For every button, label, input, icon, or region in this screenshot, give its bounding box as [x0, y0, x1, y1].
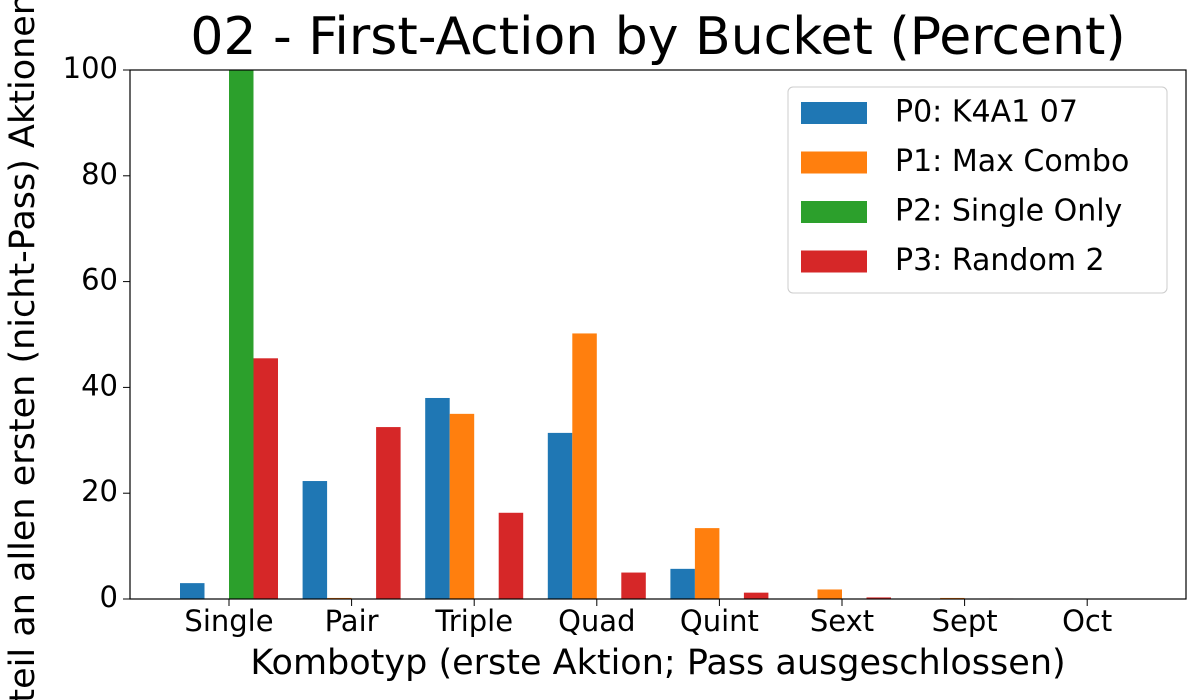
legend-label: P3: Random 2: [895, 243, 1105, 278]
x-tick-label: Pair: [325, 604, 379, 638]
bar: [302, 481, 328, 599]
bar: [817, 589, 842, 599]
legend-label: P0: K4A1 07: [895, 95, 1078, 130]
legend-label: P1: Max Combo: [895, 144, 1129, 179]
bar: [229, 70, 254, 599]
legend-swatch: [801, 151, 867, 174]
bar: [425, 397, 450, 599]
y-tick-label: 80: [81, 157, 118, 191]
bar: [670, 568, 695, 599]
y-tick-label: 20: [81, 474, 118, 508]
y-tick-label: 0: [100, 580, 118, 614]
bar: [866, 597, 891, 599]
legend-label: P2: Single Only: [895, 194, 1122, 229]
bar: [498, 512, 524, 599]
bar: [180, 583, 205, 599]
x-tick-label: Single: [184, 604, 273, 638]
x-tick-label: Quad: [558, 604, 635, 638]
bar: [743, 592, 769, 599]
bar: [572, 333, 597, 599]
bar: [449, 413, 475, 599]
plot-frame: [129, 69, 1187, 600]
bar: [376, 427, 401, 599]
x-tick-label: Sept: [932, 604, 998, 638]
y-axis-label: Anteil an allen ersten (nicht-Pass) Akti…: [3, 0, 43, 700]
legend-box: [787, 86, 1168, 294]
y-tick-label: 100: [63, 51, 118, 85]
legend-swatch: [801, 102, 867, 124]
bar: [694, 528, 720, 599]
x-tick-label: Oct: [1062, 604, 1112, 638]
x-tick-label: Triple: [434, 604, 513, 638]
bar: [253, 358, 278, 599]
x-axis-label: Kombotyp (erste Aktion; Pass ausgeschlos…: [250, 643, 1065, 683]
bar: [621, 572, 646, 599]
y-tick-label: 60: [81, 263, 118, 297]
legend-swatch: [801, 201, 867, 223]
x-tick-label: Sext: [810, 604, 874, 638]
y-tick-label: 40: [81, 368, 118, 402]
bar: [547, 432, 573, 599]
x-tick-label: Quint: [680, 604, 759, 638]
chart-title: 02 - First-Action by Bucket (Percent): [190, 7, 1125, 67]
legend-swatch: [801, 250, 867, 273]
